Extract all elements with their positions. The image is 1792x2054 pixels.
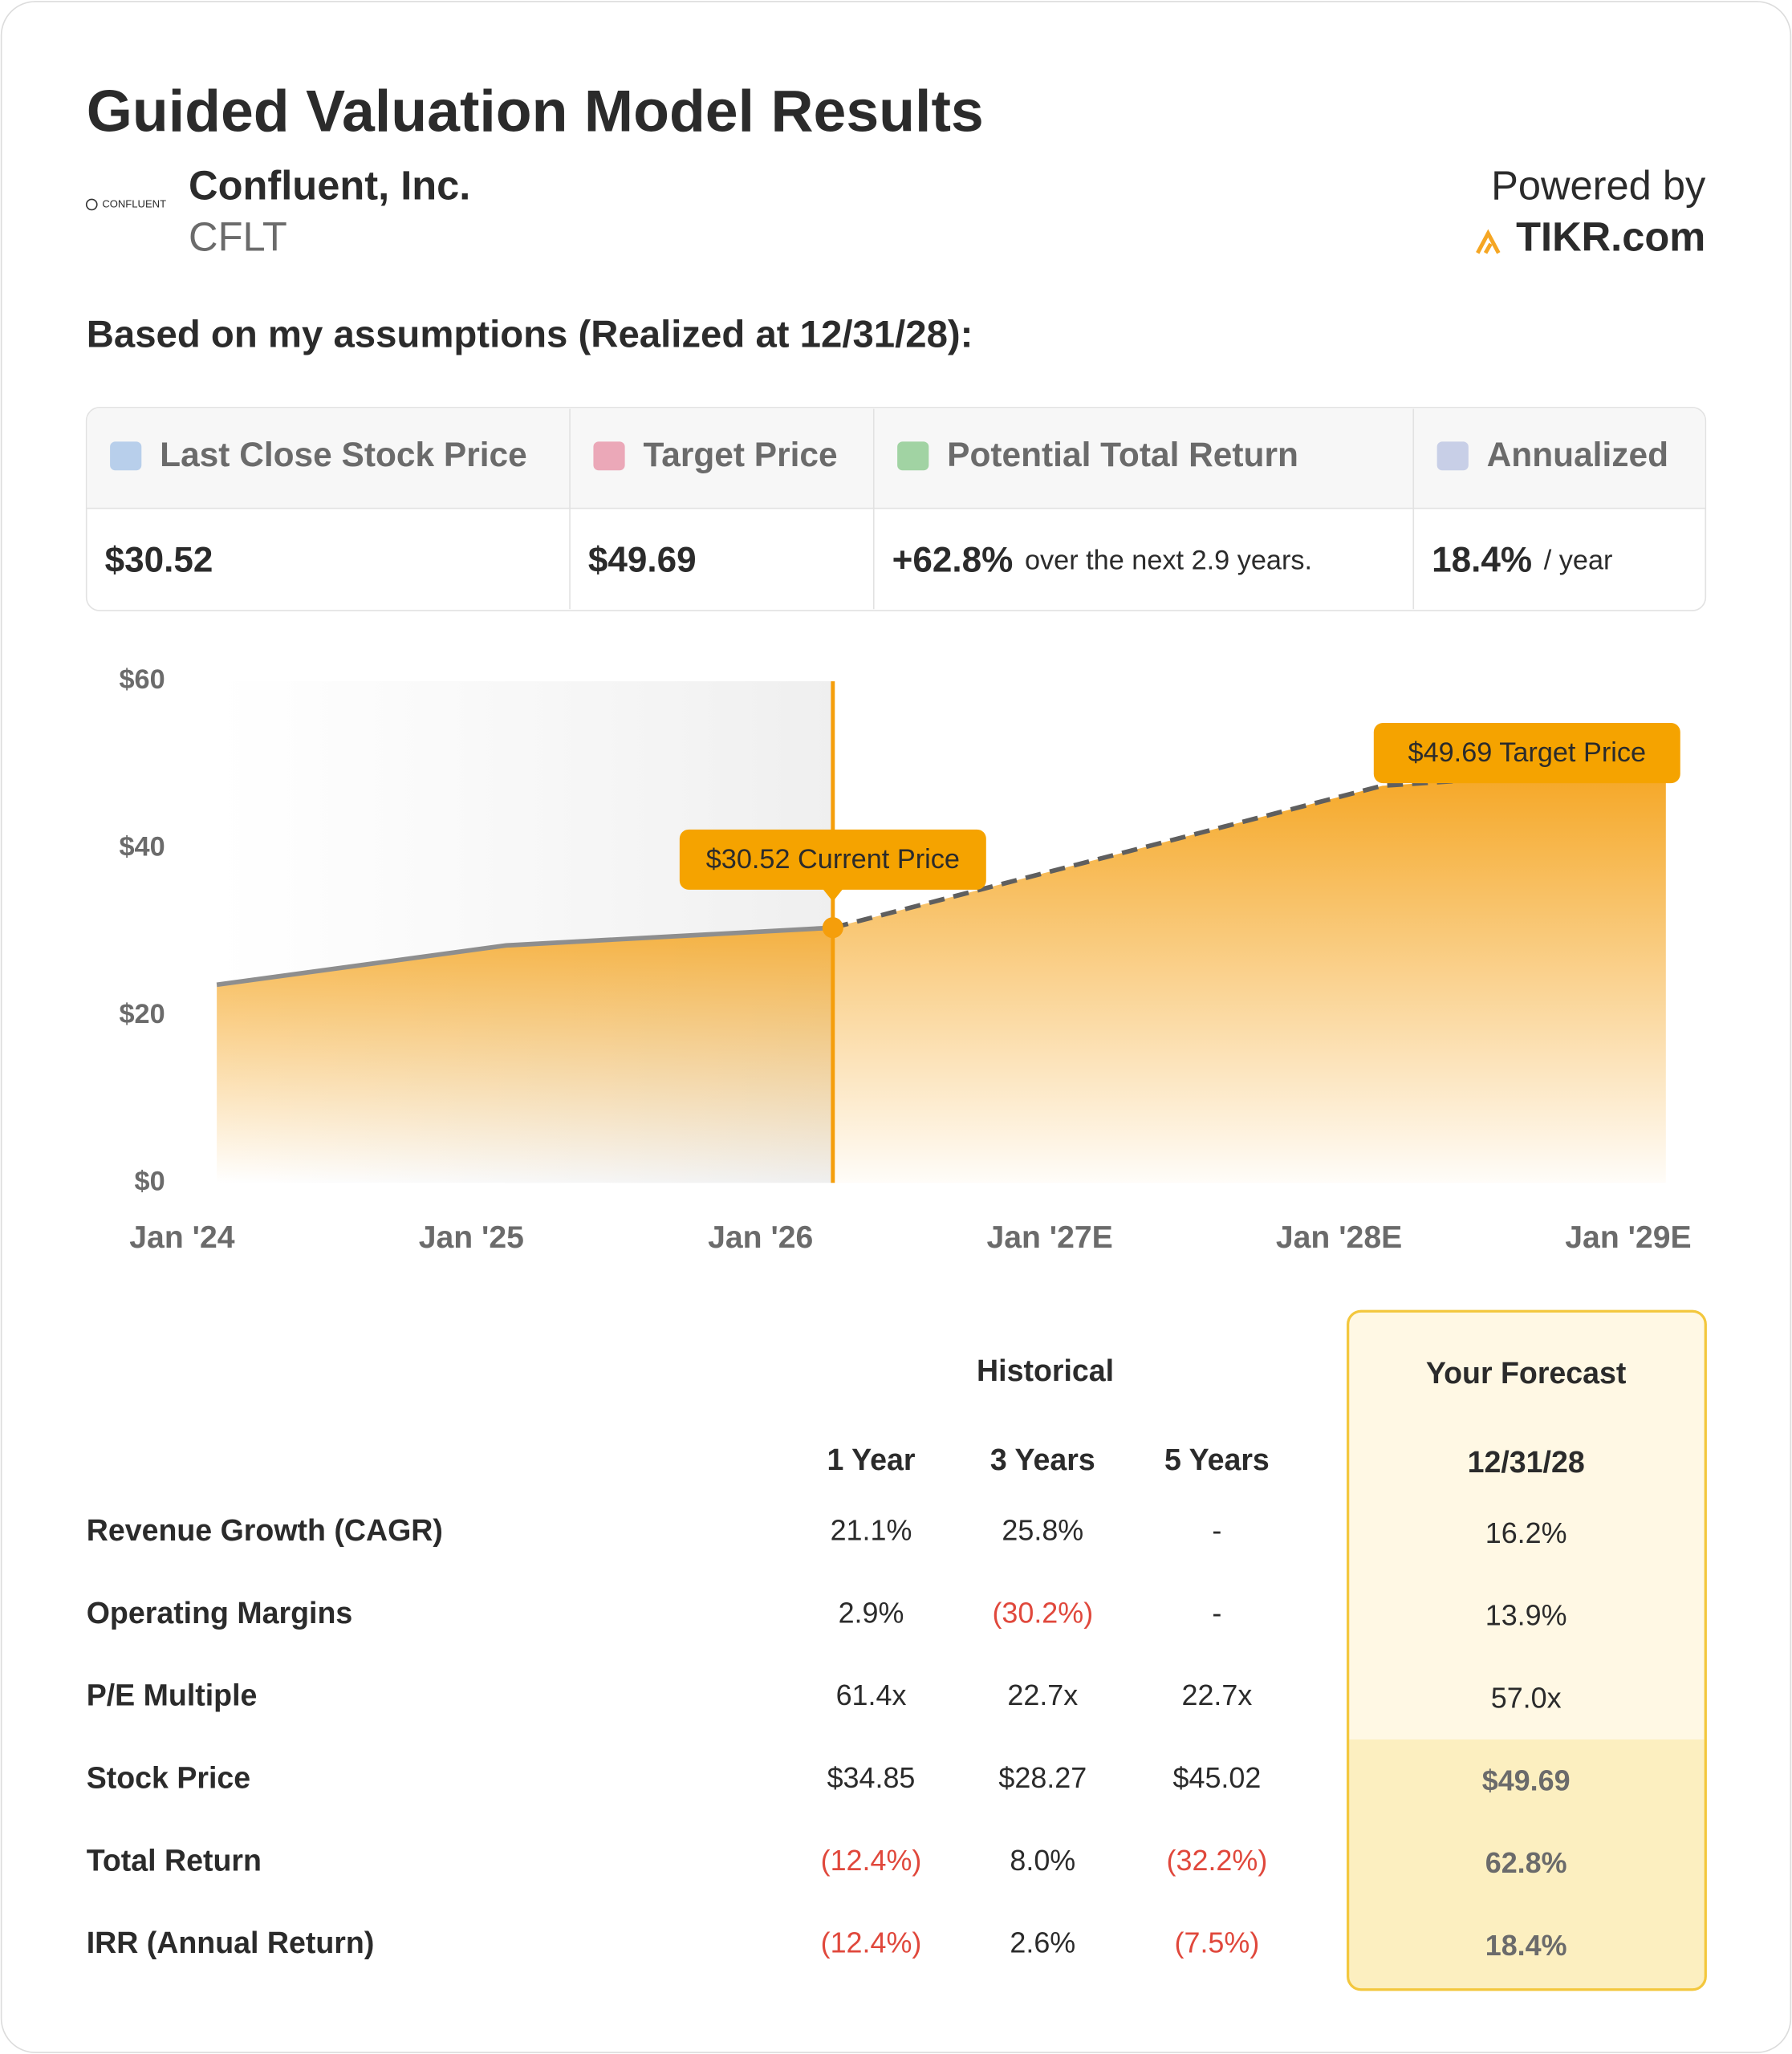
group-header: Your Forecast bbox=[1426, 1356, 1627, 1390]
area bbox=[832, 767, 1666, 1183]
note: over the next 2.9 years. bbox=[1025, 546, 1312, 576]
value: +62.8% bbox=[892, 540, 1014, 579]
cell: $28.27 bbox=[998, 1761, 1087, 1794]
current-point bbox=[822, 917, 843, 939]
x-tick-label: Jan '29E bbox=[1565, 1220, 1691, 1255]
annotation-box bbox=[679, 829, 986, 890]
y-tick-label: $20 bbox=[119, 999, 165, 1029]
cell: 61.4x bbox=[836, 1679, 907, 1711]
x-tick-label: Jan '27E bbox=[986, 1220, 1112, 1255]
column-header: 3 Years bbox=[990, 1443, 1095, 1476]
group-header: Historical bbox=[977, 1354, 1114, 1387]
summary-label: Target Price bbox=[643, 436, 837, 473]
label-pointer bbox=[822, 888, 843, 902]
row-label: IRR (Annual Return) bbox=[87, 1926, 375, 1959]
y-tick-label: $0 bbox=[135, 1166, 165, 1196]
cell: (32.2%) bbox=[1167, 1844, 1268, 1877]
value: $30.52 bbox=[105, 540, 213, 579]
summary-header-bg bbox=[87, 408, 1705, 509]
area bbox=[217, 928, 833, 1183]
summary-value: $30.52 bbox=[105, 540, 213, 579]
cell: $34.85 bbox=[827, 1761, 916, 1794]
column-header: 12/31/28 bbox=[1468, 1445, 1585, 1479]
y-tick-label: $40 bbox=[119, 832, 165, 863]
value: 18.4% bbox=[1432, 540, 1532, 579]
summary-value: $49.69 bbox=[588, 540, 697, 579]
cell: 16.2% bbox=[1485, 1516, 1567, 1549]
brand: TIKR.com bbox=[1516, 213, 1705, 259]
cell: - bbox=[1212, 1596, 1221, 1629]
y-tick-label: $60 bbox=[119, 664, 165, 695]
forecast-highlight bbox=[1349, 1739, 1705, 1989]
cell: 2.9% bbox=[839, 1596, 904, 1629]
icon bbox=[110, 441, 142, 471]
cell: (30.2%) bbox=[992, 1596, 1093, 1629]
summary-value: +62.8% over the next 2.9 years. bbox=[892, 540, 1312, 579]
cell: (12.4%) bbox=[821, 1844, 922, 1877]
brand-icon bbox=[1476, 229, 1501, 254]
x-tick-label: Jan '28E bbox=[1276, 1220, 1402, 1255]
row-label: Operating Margins bbox=[87, 1596, 353, 1630]
cell: 18.4% bbox=[1485, 1929, 1567, 1962]
summary-label: Last Close Stock Price bbox=[160, 436, 527, 473]
cell: 22.7x bbox=[1007, 1679, 1078, 1711]
cell: 57.0x bbox=[1491, 1681, 1562, 1714]
x-tick-label: Jan '24 bbox=[129, 1220, 234, 1255]
logo-icon bbox=[85, 198, 98, 211]
icon bbox=[593, 441, 625, 471]
summary-label: Annualized bbox=[1487, 436, 1668, 473]
column-header: 5 Years bbox=[1164, 1443, 1270, 1476]
x-tick-label: Jan '25 bbox=[419, 1220, 524, 1255]
cell: - bbox=[1212, 1514, 1221, 1547]
note: / year bbox=[1544, 546, 1613, 576]
title: Guided Valuation Model Results bbox=[87, 78, 984, 144]
metrics-table: Historical Your Forecast 1 Year 3 Years 5 … bbox=[87, 1309, 1707, 1991]
annotation: $49.69 Target Price bbox=[1408, 737, 1647, 768]
cell: 13.9% bbox=[1485, 1599, 1567, 1632]
summary-value: 18.4% / year bbox=[1432, 540, 1612, 579]
row-label: Stock Price bbox=[87, 1761, 250, 1795]
cell: $49.69 bbox=[1482, 1764, 1571, 1796]
column-header: 1 Year bbox=[827, 1443, 916, 1476]
icon bbox=[897, 441, 929, 471]
company-name: Confluent, Inc. bbox=[189, 163, 470, 209]
ticker: CFLT bbox=[189, 213, 287, 259]
value: $49.69 bbox=[588, 540, 697, 579]
x-tick-label: Jan '26 bbox=[708, 1220, 813, 1255]
cell: 25.8% bbox=[1002, 1514, 1083, 1547]
subtitle: Based on my assumptions (Realized at 12/… bbox=[87, 313, 973, 355]
cell: $45.02 bbox=[1173, 1761, 1262, 1794]
summary-table: Last Close Stock Price $30.52 Target Price… bbox=[85, 407, 1707, 611]
annotation: $30.52 Current Price bbox=[706, 844, 960, 875]
cell: 21.1% bbox=[831, 1514, 912, 1547]
cell: (12.4%) bbox=[821, 1926, 922, 1959]
cell: 62.8% bbox=[1485, 1846, 1567, 1879]
row-label: Revenue Growth (CAGR) bbox=[87, 1513, 443, 1547]
summary-label: Potential Total Return bbox=[947, 436, 1298, 473]
icon bbox=[1436, 441, 1469, 471]
chart: $0 $20 $40 $60 Jan '24 Jan '25 Jan '26 Jan '27E… bbox=[119, 664, 1691, 1255]
cell: (7.5%) bbox=[1175, 1926, 1260, 1959]
cell: 22.7x bbox=[1181, 1679, 1252, 1711]
forecast-border bbox=[1347, 1309, 1707, 1991]
row-label: Total Return bbox=[87, 1843, 262, 1877]
powered-by: Powered by bbox=[1491, 163, 1706, 209]
logo-text: CONFLUENT bbox=[102, 197, 166, 209]
cell: 2.6% bbox=[1010, 1926, 1075, 1959]
annotation-box bbox=[1373, 722, 1680, 784]
line bbox=[216, 925, 833, 988]
row-label: P/E Multiple bbox=[87, 1679, 258, 1712]
cell: 8.0% bbox=[1010, 1844, 1075, 1877]
